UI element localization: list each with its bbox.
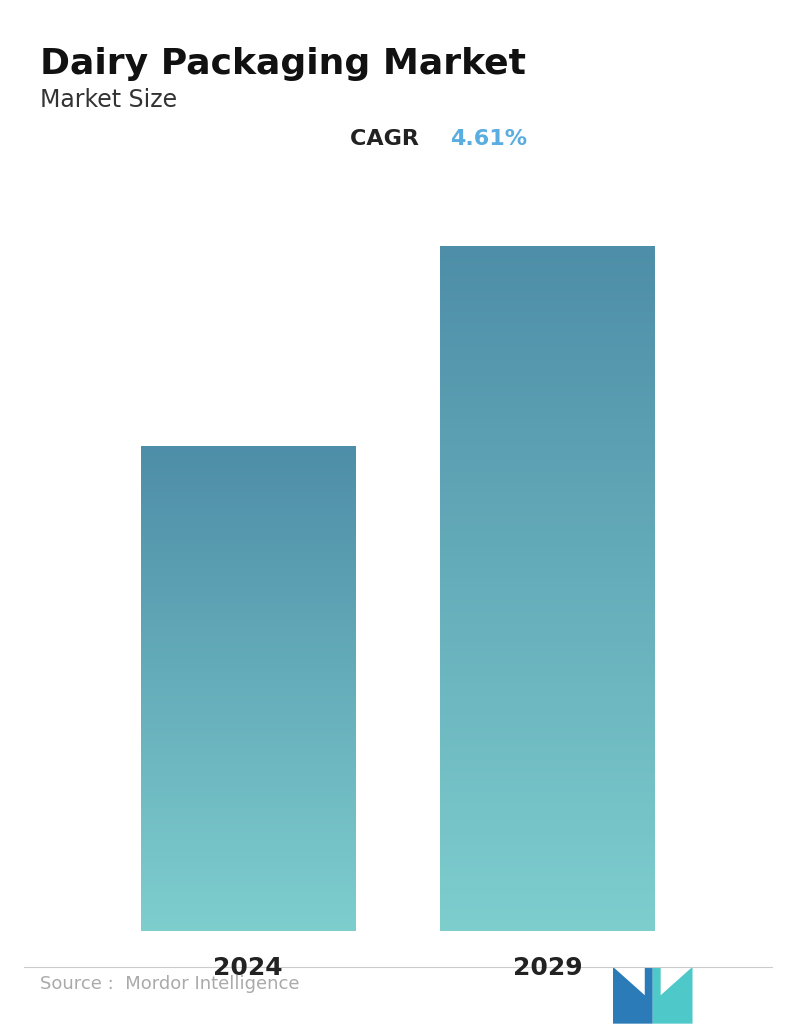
Text: 4.61%: 4.61% (450, 129, 527, 149)
Text: Market Size: Market Size (40, 88, 177, 112)
Text: Source :  Mordor Intelligence: Source : Mordor Intelligence (40, 975, 299, 993)
Text: 2029: 2029 (513, 956, 583, 980)
Text: 2024: 2024 (213, 956, 283, 980)
Polygon shape (613, 967, 653, 1024)
Polygon shape (653, 967, 693, 1024)
Text: Dairy Packaging Market: Dairy Packaging Market (40, 47, 526, 81)
Text: CAGR: CAGR (350, 129, 427, 149)
